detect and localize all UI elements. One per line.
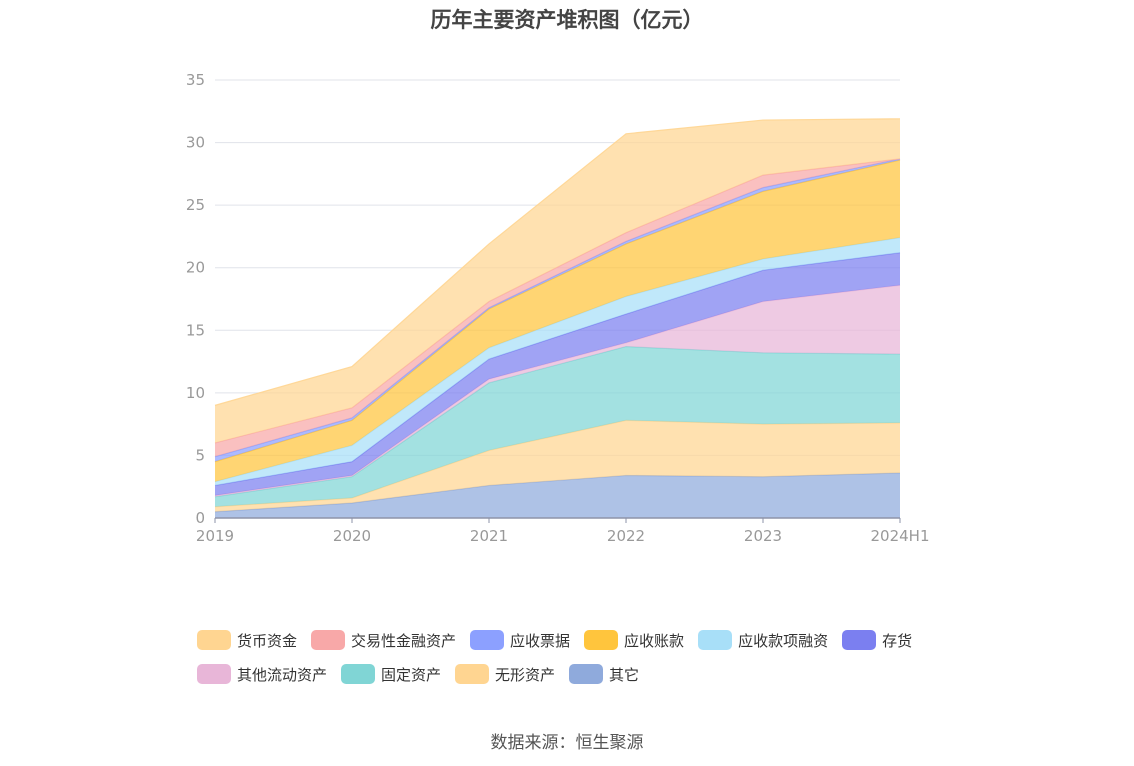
legend-label: 固定资产 — [381, 665, 442, 684]
legend-item[interactable]: 其他流动资产 — [197, 662, 327, 686]
legend-swatch — [842, 630, 877, 650]
legend: 货币资金 交易性金融资产 应收票据 应收账款 应收款项融资 存货其他流动资产 固定资产 无形资… — [197, 628, 957, 686]
x-tick-label: 2024H1 — [871, 527, 930, 545]
area-series-8 — [215, 158, 900, 457]
legend-item[interactable]: 应收款项融资 — [698, 628, 828, 652]
legend-swatch — [197, 630, 231, 650]
x-tick-label: 2021 — [470, 527, 508, 545]
legend-item[interactable]: 其它 — [569, 662, 639, 686]
y-tick-label: 30 — [186, 134, 205, 152]
x-tick-label: 2022 — [607, 527, 645, 545]
area-series-3 — [215, 285, 900, 497]
legend-label: 应收票据 — [510, 631, 571, 650]
y-tick-label: 10 — [186, 384, 205, 402]
legend-label: 其他流动资产 — [237, 665, 328, 684]
legend-swatch — [569, 664, 604, 684]
legend-swatch — [197, 664, 231, 684]
area-series-9 — [215, 118, 900, 443]
area-series-edge-9 — [214, 118, 901, 406]
legend-swatch — [341, 664, 376, 684]
y-tick-label: 15 — [186, 321, 205, 339]
x-tick-label: 2019 — [196, 527, 234, 545]
legend-swatch — [470, 630, 505, 650]
legend-label: 存货 — [882, 631, 913, 650]
legend-item[interactable]: 货币资金 — [197, 628, 297, 652]
legend-item[interactable]: 交易性金融资产 — [311, 628, 456, 652]
source-note: 数据来源：恒生聚源 — [490, 733, 644, 753]
y-tick-label: 35 — [186, 71, 205, 89]
legend-item[interactable]: 无形资产 — [455, 662, 555, 686]
legend-swatch — [311, 630, 346, 650]
legend-label: 货币资金 — [237, 631, 298, 650]
x-tick-label: 2020 — [333, 527, 371, 545]
legend-item[interactable]: 应收票据 — [470, 628, 570, 652]
legend-swatch — [698, 630, 733, 650]
legend-item[interactable]: 固定资产 — [341, 662, 441, 686]
area-series-5 — [215, 237, 900, 486]
legend-swatch — [584, 630, 619, 650]
legend-item[interactable]: 存货 — [842, 628, 912, 652]
area-series-2 — [215, 346, 900, 507]
area-series-0 — [215, 472, 900, 518]
legend-label: 其它 — [609, 665, 640, 684]
area-series-4 — [215, 252, 900, 496]
y-tick-label: 0 — [195, 509, 205, 527]
legend-label: 无形资产 — [495, 665, 556, 684]
legend-label: 应收款项融资 — [738, 631, 829, 650]
legend-label: 应收账款 — [624, 631, 685, 650]
y-tick-label: 25 — [186, 196, 205, 214]
chart-title: 历年主要资产堆积图（亿元） — [430, 8, 704, 32]
y-tick-label: 20 — [186, 259, 205, 277]
axes: 0 5 10 15 20 25 30 35 2019 2020 2021 2022 2023 2024H1 — [186, 71, 930, 545]
legend-swatch — [455, 664, 490, 684]
legend-label: 交易性金融资产 — [351, 631, 457, 650]
area-series-6 — [215, 160, 900, 482]
x-tick-label: 2023 — [744, 527, 782, 545]
area-series-1 — [215, 420, 900, 512]
legend-item[interactable]: 应收账款 — [584, 628, 684, 652]
y-tick-label: 5 — [195, 446, 205, 464]
area-series — [214, 118, 901, 518]
